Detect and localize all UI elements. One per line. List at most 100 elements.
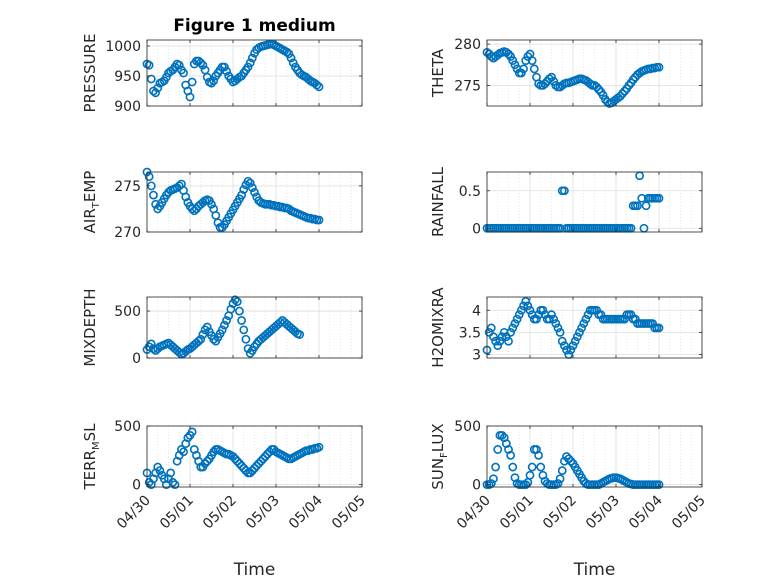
data-point <box>620 86 629 96</box>
data-point <box>560 186 569 196</box>
data-point <box>314 215 324 225</box>
data-point <box>198 60 208 70</box>
data-point <box>189 206 199 216</box>
data-point <box>166 468 176 478</box>
data-point <box>222 316 231 325</box>
data-point <box>202 72 212 82</box>
data-point <box>230 454 240 464</box>
data-point <box>527 56 537 66</box>
data-point <box>521 480 531 490</box>
data-point <box>146 339 156 349</box>
data-point <box>575 327 584 337</box>
data-point <box>519 301 528 311</box>
data-point <box>504 336 513 346</box>
data-point <box>491 336 500 346</box>
data-point <box>495 336 505 346</box>
data-point <box>489 332 498 342</box>
data-point <box>282 47 292 57</box>
y-tick-label: 3 <box>472 347 481 363</box>
data-point <box>549 314 559 324</box>
data-point <box>295 330 305 339</box>
data-point <box>566 345 576 355</box>
data-point <box>194 336 203 346</box>
axes-box <box>146 39 363 107</box>
data-point <box>168 477 178 487</box>
data-point <box>258 454 268 464</box>
data-point <box>149 190 158 200</box>
data-point <box>514 310 524 320</box>
y-tick-label: 0 <box>472 478 481 494</box>
data-point <box>286 53 296 63</box>
data-point <box>521 297 531 306</box>
data-point <box>314 442 324 452</box>
data-point <box>144 60 154 70</box>
data-point <box>544 74 554 84</box>
data-point <box>562 345 571 355</box>
data-point <box>512 314 522 324</box>
data-point <box>247 53 257 63</box>
data-point <box>525 470 535 480</box>
axes-box <box>146 296 363 359</box>
data-point <box>183 433 193 443</box>
data-point <box>179 68 188 78</box>
data-point <box>222 66 231 76</box>
x-tick-label: 04/30 <box>454 493 494 533</box>
data-point <box>153 83 163 93</box>
data-point <box>536 462 546 472</box>
data-point <box>209 76 219 86</box>
data-point <box>262 449 272 459</box>
y-tick-label: 0 <box>472 221 481 237</box>
data-series <box>142 295 305 359</box>
data-point <box>239 325 249 335</box>
data-point <box>254 459 264 468</box>
data-point <box>237 461 246 471</box>
data-point <box>532 314 541 324</box>
data-point <box>202 456 212 466</box>
y-tick-label: 500 <box>114 304 141 320</box>
data-point <box>555 474 565 484</box>
data-series <box>482 430 664 490</box>
subplot-4: 0 0.5 RAINFALL <box>429 166 703 237</box>
data-point <box>486 323 496 333</box>
data-point <box>202 322 212 332</box>
x-tick-label: 05/03 <box>243 493 283 533</box>
data-point <box>641 201 651 211</box>
data-point <box>219 62 229 72</box>
data-point <box>237 316 246 325</box>
data-point <box>245 468 255 478</box>
data-point <box>185 92 195 102</box>
data-point <box>497 332 507 342</box>
x-axis-label: Time <box>233 560 276 580</box>
axes-box <box>486 296 703 359</box>
data-point <box>654 193 664 203</box>
data-point <box>288 58 298 68</box>
data-point <box>207 78 216 88</box>
axes-box <box>146 171 363 233</box>
data-point <box>557 466 567 475</box>
data-point <box>540 79 550 89</box>
y-tick-label: 4 <box>472 303 481 319</box>
data-point <box>493 341 503 351</box>
data-point <box>633 201 642 211</box>
data-point <box>256 456 266 466</box>
data-point <box>144 172 154 182</box>
x-tick-label: 05/05 <box>669 493 709 533</box>
data-point <box>654 480 664 490</box>
data-point <box>577 323 586 333</box>
x-tick-label: 05/04 <box>626 492 666 532</box>
data-point <box>628 75 638 84</box>
y-axis-label: AIRTEMP <box>81 171 102 234</box>
data-point <box>219 320 229 330</box>
data-point <box>284 49 294 59</box>
data-point <box>176 445 186 454</box>
y-tick-label: 500 <box>114 419 141 435</box>
data-point <box>534 450 543 460</box>
x-tick-label: 05/01 <box>157 493 197 533</box>
data-point <box>243 176 253 186</box>
data-point <box>519 64 528 74</box>
data-point <box>239 463 249 473</box>
data-point <box>241 334 251 344</box>
data-point <box>209 334 219 344</box>
data-point <box>170 480 180 490</box>
